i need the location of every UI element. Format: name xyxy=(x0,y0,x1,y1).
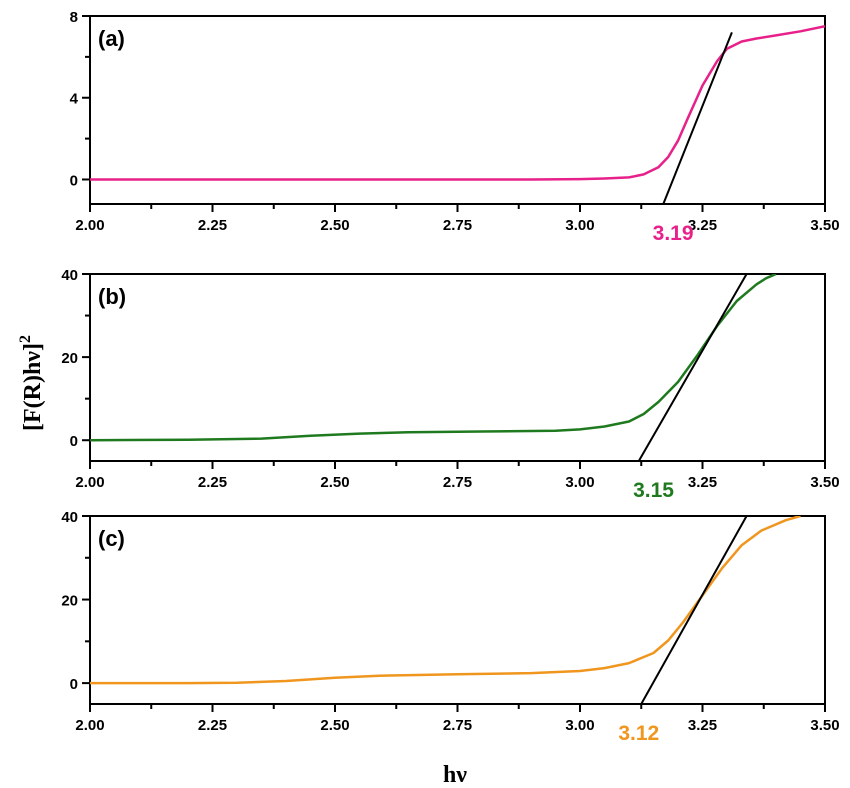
x-tick-label: 3.50 xyxy=(810,717,839,734)
panel-b: 2.00 2.25 2.50 2.75 3.00 3.25 3.50 0 20 40 (b) 3.15 xyxy=(61,267,839,502)
y-tick-label: 20 xyxy=(61,593,78,610)
x-tick-label: 3.50 xyxy=(810,474,839,491)
panel-c-series-line xyxy=(90,516,801,685)
x-tick-label: 2.00 xyxy=(75,474,104,491)
x-tick-label: 3.50 xyxy=(810,217,839,234)
x-tick-label: 3.25 xyxy=(688,217,717,234)
x-tick-label: 2.00 xyxy=(75,217,104,234)
y-tick-label: 0 xyxy=(70,433,78,450)
panel-a-bandgap-label: 3.19 xyxy=(653,222,694,245)
x-tick-label: 3.25 xyxy=(688,717,717,734)
x-tick-label: 2.50 xyxy=(320,717,349,734)
x-tick-label: 2.25 xyxy=(198,717,227,734)
panel-b-bandgap-label: 3.15 xyxy=(633,479,674,502)
x-axis-title: hν xyxy=(443,762,467,788)
x-tick-label: 2.25 xyxy=(198,474,227,491)
x-tick-label: 3.00 xyxy=(565,474,594,491)
panel-a-series-line xyxy=(90,24,825,181)
y-tick-label: 0 xyxy=(70,172,78,189)
panel-a-label: (a) xyxy=(98,26,125,51)
x-tick-label: 2.00 xyxy=(75,717,104,734)
x-tick-label: 2.50 xyxy=(320,474,349,491)
panels-group: 2.00 2.25 2.50 2.75 3.00 3.25 3.50048(a)3.192.… xyxy=(61,9,839,745)
x-tick-label: 2.75 xyxy=(443,217,472,234)
y-tick-label: 8 xyxy=(70,9,78,26)
x-tick-label: 2.50 xyxy=(320,217,349,234)
panel-b-tangent-line xyxy=(637,273,748,462)
panel-b-series-line xyxy=(90,274,777,442)
y-tick-label: 40 xyxy=(61,267,78,284)
y-axis-title-superscript: 2 xyxy=(17,335,34,343)
y-tick-label: 20 xyxy=(61,350,78,367)
panel-a: 2.00 2.25 2.50 2.75 3.00 3.25 3.50 0 4 8 (a) 3.19 xyxy=(70,9,840,245)
panel-b-label: (b) xyxy=(98,284,126,309)
x-tick-label: 3.25 xyxy=(688,474,717,491)
panel-c-tangent-line xyxy=(640,515,748,705)
x-tick-label: 2.25 xyxy=(198,217,227,234)
x-tick-label: 3.00 xyxy=(565,217,594,234)
y-tick-label: 4 xyxy=(70,91,79,108)
y-tick-label: 40 xyxy=(61,509,78,526)
y-tick-label: 0 xyxy=(70,676,78,693)
y-axis-title-main: [F(R)hν] xyxy=(20,343,46,431)
y-axis-title: [F(R)hν]2 xyxy=(17,335,46,431)
x-tick-label: 2.75 xyxy=(443,474,472,491)
panel-c-label: (c) xyxy=(98,526,125,551)
panel-a-tangent-line xyxy=(662,31,733,205)
panel-c-frame xyxy=(89,515,826,705)
x-tick-label: 3.00 xyxy=(565,717,594,734)
panel-c: 2.00 2.25 2.50 2.75 3.00 3.25 3.50 0 20 40 (c) 3.12 xyxy=(61,509,839,745)
panel-c-bandgap-label: 3.12 xyxy=(618,722,659,745)
x-tick-label: 2.75 xyxy=(443,717,472,734)
panel-a-frame xyxy=(89,15,826,205)
